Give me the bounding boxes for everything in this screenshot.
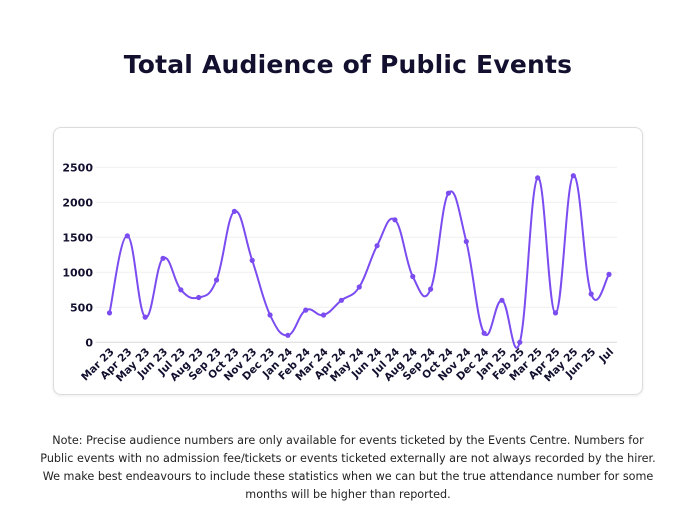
data-point bbox=[481, 330, 487, 336]
data-point bbox=[267, 312, 273, 318]
y-tick-label: 2000 bbox=[62, 196, 93, 209]
data-point bbox=[606, 271, 612, 277]
chart-card bbox=[53, 127, 643, 395]
data-point bbox=[535, 175, 541, 181]
data-point bbox=[428, 286, 434, 292]
data-point bbox=[499, 297, 505, 303]
data-point bbox=[463, 238, 469, 245]
y-tick-label: 0 bbox=[85, 336, 93, 349]
data-point bbox=[160, 255, 166, 261]
data-point bbox=[445, 190, 452, 196]
data-point bbox=[124, 233, 130, 239]
data-point bbox=[356, 284, 362, 290]
data-point bbox=[213, 277, 220, 283]
data-point bbox=[410, 273, 416, 280]
data-point bbox=[196, 294, 202, 301]
series-line bbox=[108, 174, 610, 349]
data-point bbox=[231, 208, 237, 214]
x-tick-label: Jul bbox=[596, 346, 616, 366]
data-point bbox=[374, 243, 380, 249]
data-point bbox=[285, 332, 291, 338]
data-point bbox=[249, 257, 255, 263]
data-point bbox=[338, 297, 345, 303]
y-tick-label: 500 bbox=[70, 301, 93, 314]
data-point bbox=[178, 287, 184, 293]
data-point bbox=[303, 307, 309, 313]
data-point bbox=[588, 291, 594, 297]
data-point bbox=[106, 310, 113, 316]
data-point bbox=[142, 314, 148, 320]
data-point bbox=[517, 339, 523, 345]
data-point bbox=[552, 310, 559, 316]
y-tick-label: 2500 bbox=[62, 161, 93, 174]
y-tick-label: 1500 bbox=[62, 231, 93, 244]
data-point bbox=[320, 312, 327, 318]
footnote: Note: Precise audience numbers are only … bbox=[40, 434, 656, 501]
data-point bbox=[570, 173, 576, 179]
chart-title: Total Audience of Public Events bbox=[123, 50, 573, 79]
data-point bbox=[392, 217, 398, 223]
y-tick-label: 1000 bbox=[62, 266, 93, 279]
